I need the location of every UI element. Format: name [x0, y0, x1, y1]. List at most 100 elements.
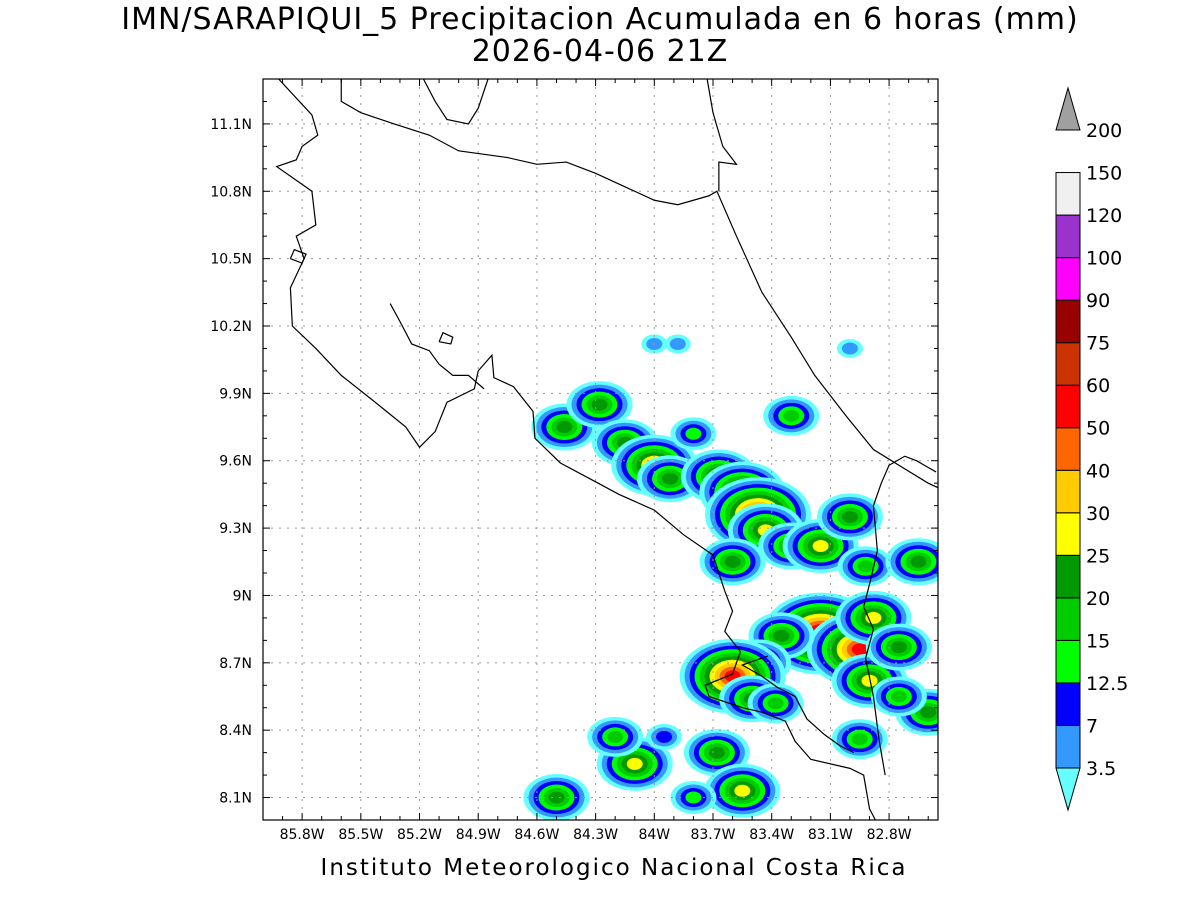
colorbar-swatch — [1055, 469, 1081, 514]
precip-contour — [734, 784, 751, 797]
colorbar-swatch — [1055, 554, 1081, 599]
colorbar-swatch — [1055, 214, 1081, 259]
x-tick-label: 83.1W — [808, 827, 853, 843]
precip-contour — [851, 733, 868, 746]
precip-contour — [661, 472, 678, 485]
precip-contour — [841, 510, 858, 523]
colorbar: 3.5 7 12.5 15 20 25 30 40 50 60 75 90 100 120 150 200 — [1055, 86, 1128, 812]
coastline — [422, 79, 489, 125]
x-tick-label: 82.8W — [867, 827, 912, 843]
colorbar-swatch — [1055, 639, 1081, 684]
precip-cell — [704, 763, 781, 818]
precip-contour — [812, 540, 829, 553]
precip-contour — [724, 555, 741, 568]
x-tick-label: 84.6W — [514, 827, 559, 843]
precipitation-layer — [523, 334, 938, 820]
y-tick-label: 9.6N — [219, 454, 252, 470]
precip-contour — [920, 706, 937, 719]
precip-contour — [591, 398, 608, 411]
precip-cell — [670, 781, 717, 815]
x-tick-label: 85.2W — [397, 827, 442, 843]
colorbar-label: 3.5 — [1086, 758, 1116, 780]
colorbar-label: 15 — [1086, 630, 1110, 652]
precip-contour — [708, 746, 725, 759]
colorbar-label: 25 — [1086, 545, 1110, 567]
coastline — [340, 79, 938, 489]
y-tick-label: 9.3N — [219, 521, 252, 537]
footer-credit: Instituto Meteorologico Nacional Costa R… — [320, 855, 908, 881]
precip-contour — [767, 697, 784, 710]
plot-frame — [262, 78, 939, 821]
island — [289, 248, 307, 264]
colorbar-swatch — [1055, 724, 1081, 769]
gridlines — [263, 79, 938, 820]
precip-cell — [865, 623, 932, 671]
colorbar-label: 50 — [1086, 418, 1110, 440]
precip-cell — [816, 493, 883, 541]
colorbar-label: 20 — [1086, 588, 1110, 610]
colorbar-swatch — [1055, 342, 1081, 386]
colorbar-swatch — [1055, 512, 1081, 556]
precip-contour — [783, 409, 800, 422]
colorbar-swatch — [1055, 682, 1081, 726]
colorbar-label: 75 — [1086, 333, 1110, 355]
y-tick-label: 11.1N — [210, 117, 252, 133]
y-tick-label: 8.4N — [219, 723, 252, 739]
colorbar-swatch — [1055, 257, 1081, 301]
precip-contour — [685, 791, 702, 804]
colorbar-label: 40 — [1086, 460, 1110, 482]
x-tick-label: 83.4W — [749, 827, 794, 843]
precip-cell — [646, 723, 683, 750]
precip-cell — [566, 381, 633, 429]
colorbar-label: 30 — [1086, 503, 1110, 525]
precip-cell — [670, 417, 717, 451]
precip-contour — [669, 337, 686, 350]
coastline — [706, 79, 738, 192]
precip-contour — [910, 555, 927, 568]
precip-cell — [836, 338, 863, 358]
precip-contour — [656, 730, 673, 743]
colorbar-swatch — [1055, 767, 1081, 812]
x-tick-label: 84.3W — [573, 827, 618, 843]
colorbar-label: 200 — [1086, 120, 1122, 142]
precip-contour — [626, 757, 643, 770]
coastline — [389, 303, 485, 390]
colorbar-label: 7 — [1086, 715, 1098, 737]
x-tick-label: 85.5W — [338, 827, 383, 843]
y-tick-label: 8.1N — [219, 791, 252, 807]
x-tick-label: 83.7W — [690, 827, 735, 843]
precip-cell — [895, 688, 938, 736]
precip-cell — [870, 676, 927, 717]
precip-contour — [890, 690, 907, 703]
y-tick-label: 9N — [233, 588, 252, 604]
precip-contour — [841, 342, 858, 355]
y-tick-label: 10.2N — [210, 319, 252, 335]
precip-contour — [861, 674, 878, 687]
colorbar-label: 100 — [1086, 248, 1122, 270]
x-tick-label: 84.9W — [456, 827, 501, 843]
precip-contour — [865, 611, 882, 624]
precip-contour — [556, 421, 573, 434]
precip-contour — [857, 560, 874, 573]
precip-cell — [699, 538, 766, 586]
precip-cell — [664, 334, 691, 354]
precip-cell — [831, 719, 888, 760]
colorbar-label: 12.5 — [1086, 673, 1128, 695]
precip-cell — [683, 729, 750, 777]
precip-contour — [851, 643, 868, 656]
island — [438, 331, 454, 345]
colorbar-swatch — [1055, 427, 1081, 471]
precip-cell — [747, 683, 804, 724]
map-title: IMN/SARAPIQUI_5 Precipitacion Acumulada … — [121, 2, 1079, 37]
coastline — [275, 79, 876, 820]
y-tick-label: 10.5N — [210, 252, 252, 268]
colorbar-swatch — [1055, 597, 1081, 641]
x-tick-label: 85.8W — [280, 827, 325, 843]
coastline — [863, 455, 937, 776]
coastlines — [275, 79, 938, 820]
x-tick-label: 84W — [638, 827, 670, 843]
precip-contour — [685, 427, 702, 440]
y-tick-label: 8.7N — [219, 656, 252, 672]
coastline — [740, 655, 855, 754]
